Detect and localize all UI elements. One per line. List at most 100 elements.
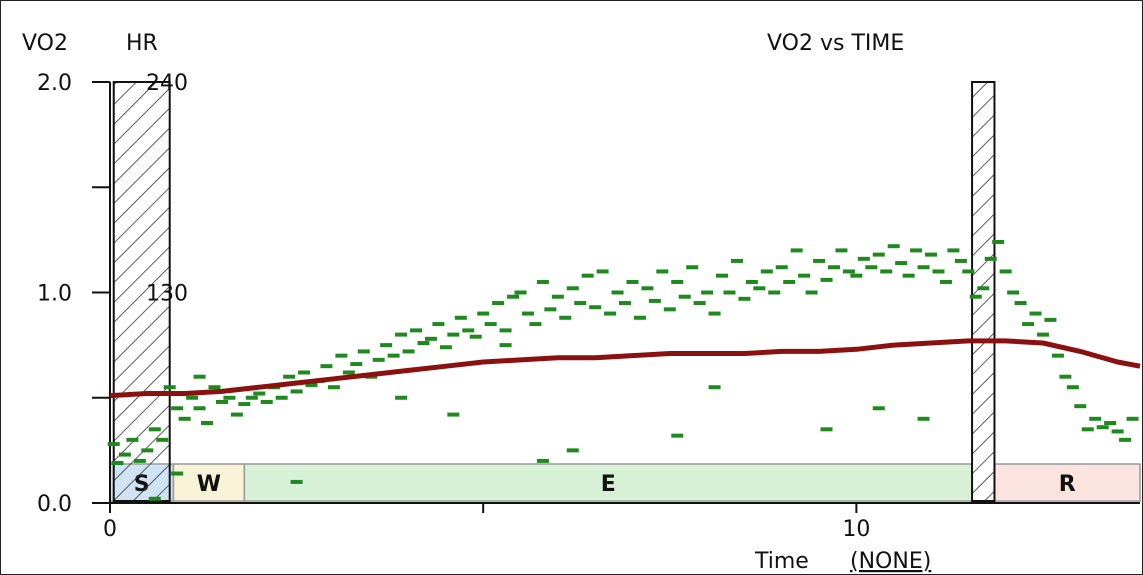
vo2-point [1044,317,1057,322]
vo2-point [842,269,855,274]
vo2-point [827,265,840,270]
vo2-point [395,332,408,337]
vo2-point [133,458,146,463]
y2-tick-label: 130 [146,282,188,307]
vo2-point [544,307,557,312]
vo2-point [275,395,288,400]
vo2-point [566,448,579,453]
vo2-point [611,290,624,295]
vo2-point [107,442,120,447]
vo2-point [1036,332,1049,337]
vo2-point [290,479,303,484]
vo2-point [648,298,661,303]
vo2-point [716,273,729,278]
vo2-point [454,315,467,320]
vo2-point [163,385,176,390]
vo2-point [499,328,512,333]
vo2-point [1074,404,1087,409]
y2-tick-label: 240 [146,71,188,96]
y-tick-label: 2.0 [37,71,72,96]
vo2-point [880,269,893,274]
vo2-point [350,362,363,367]
vo2-point [566,286,579,291]
vo2-point [865,265,878,270]
vo2-point [335,353,348,358]
vo2-point [1059,374,1072,379]
x-axis-unit: (NONE) [850,549,931,574]
vo2-point [238,402,251,407]
vo2-point [775,265,788,270]
vo2-point [872,406,885,411]
vo2-point [171,471,184,476]
segment-label-W: W [197,472,221,497]
vo2-point [813,258,826,263]
vo2-point [790,248,803,253]
vo2-point [1051,353,1064,358]
vo2-point [536,458,549,463]
vo2-point [619,301,631,306]
vo2-point [424,336,437,341]
vo2-point [499,343,512,348]
vo2-point [521,311,534,316]
vo2-point [835,248,848,253]
vo2-point [857,256,870,261]
vo2-point [126,437,139,442]
hr-series-line [109,338,1141,399]
vo2-point [260,399,273,404]
vo2-point [320,364,333,369]
vo2-point [193,374,206,379]
vo2-point [201,421,214,426]
vo2-point [633,315,646,320]
vo2-point [1089,416,1102,421]
vo2-point [529,322,542,327]
vo2-point [768,290,781,295]
vo2-point [626,279,639,284]
y-tick-label: 0.0 [37,492,72,517]
vo2-point [820,427,833,432]
vo2-point [820,277,833,282]
vo2-point [589,305,602,310]
vo2-point [902,273,915,278]
vo2-point [342,370,355,375]
segment-R [993,463,1141,502]
vo2-point [395,395,408,400]
vo2-point [223,395,236,400]
vo2-point [1029,311,1042,316]
vo2-point [917,265,930,270]
x-axis-label: Time [754,549,809,574]
vo2-point [208,385,221,390]
y-tick-label: 1.0 [37,282,72,307]
vo2-point [230,412,243,417]
vo2-point [939,279,952,284]
vo2-point [298,370,311,375]
vo2-point [678,294,691,299]
vo2-point [947,248,960,253]
vo2-point [1119,437,1132,442]
vo2-point [1111,429,1124,434]
vo2-point [447,412,460,417]
vo2-point [432,322,445,327]
vo2-point [559,315,572,320]
vo2-point [693,301,706,306]
vo2-point [477,311,490,316]
vo2-point [738,296,751,301]
vo2-point [1081,427,1094,432]
vo2-point [708,385,721,390]
vo2-point [447,332,460,337]
vo2-point [925,252,938,257]
vo2-point [1096,425,1109,430]
chart-title: VO2 vs TIME [767,31,904,56]
vo2-point [581,273,594,278]
vo2-point [805,290,818,295]
vo2-point [977,286,990,291]
vo2-point [992,239,1005,244]
vo2-point [798,273,811,278]
y-axis-label: VO2 [22,31,68,56]
vo2-point [604,311,617,316]
segment-label-R: R [1059,472,1076,497]
vo2-point [1126,416,1139,421]
vo2-point [462,328,475,333]
vo2-point [596,269,609,274]
x-tick-label: 10 [842,517,870,542]
vo2-point [1104,421,1117,426]
